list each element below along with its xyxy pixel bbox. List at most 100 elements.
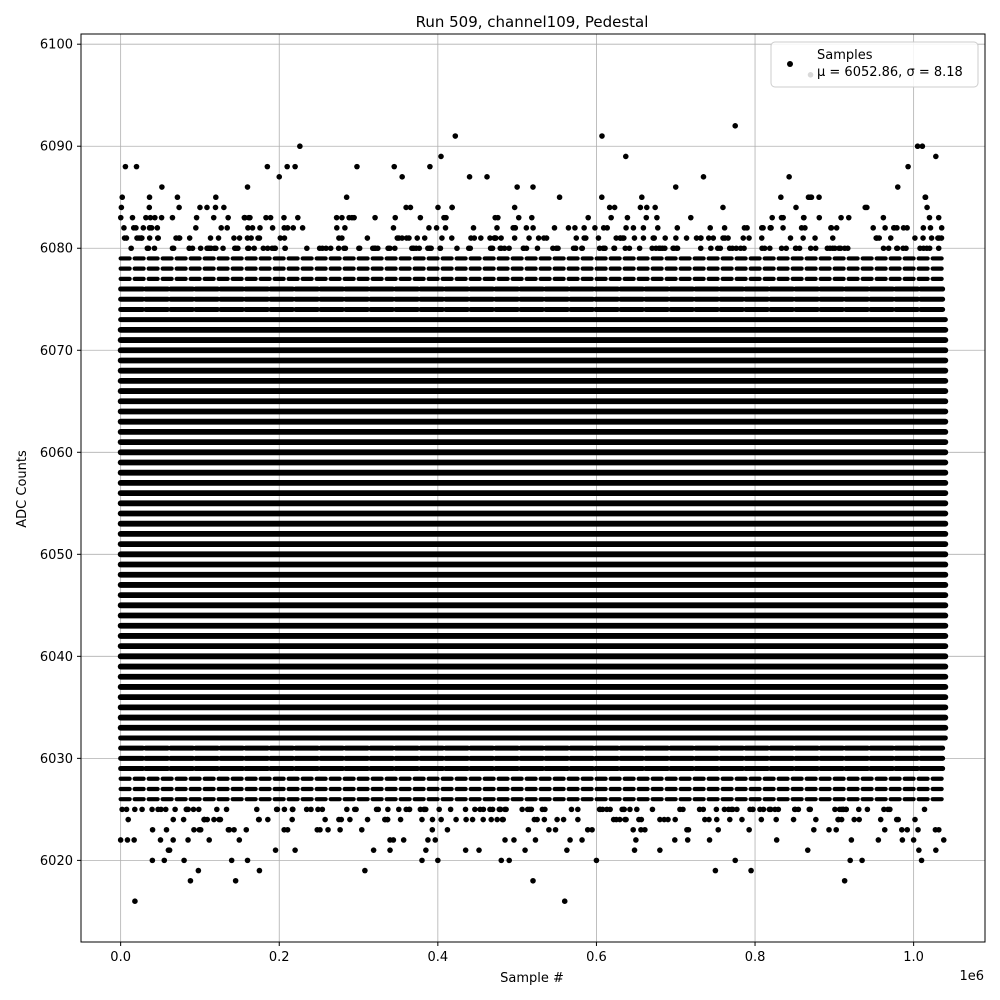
data-point	[235, 245, 241, 252]
data-point	[523, 225, 530, 231]
data-point	[829, 235, 836, 241]
data-point	[584, 826, 591, 833]
data-point	[760, 225, 766, 231]
data-point	[873, 235, 879, 241]
data-point	[748, 867, 754, 874]
data-point	[117, 837, 124, 843]
data-point	[543, 235, 550, 241]
data-point	[657, 847, 663, 853]
data-point	[583, 235, 589, 241]
data-point	[158, 806, 164, 813]
data-point	[631, 847, 638, 853]
data-point	[447, 806, 454, 813]
data-point	[551, 225, 558, 231]
data-point	[176, 235, 182, 241]
data-point	[599, 133, 605, 139]
data-point	[622, 816, 628, 823]
data-point	[304, 245, 310, 252]
legend-entry-stats: μ = 6052.86, σ = 8.18	[817, 65, 963, 80]
data-point	[211, 816, 217, 823]
data-point	[223, 806, 230, 813]
data-point	[263, 214, 269, 221]
data-point	[936, 235, 942, 241]
data-point	[128, 245, 134, 252]
data-point	[693, 235, 700, 241]
data-point	[149, 826, 156, 833]
data-point	[801, 214, 807, 221]
data-point	[928, 235, 935, 241]
data-point	[174, 194, 181, 201]
data-point	[244, 857, 251, 864]
data-point	[746, 826, 752, 833]
data-point	[201, 816, 208, 823]
data-point	[462, 806, 469, 813]
data-point	[358, 826, 365, 833]
data-point	[197, 826, 204, 833]
data-point	[244, 184, 251, 190]
data-point	[342, 245, 349, 252]
data-point	[207, 235, 214, 241]
data-point	[129, 214, 136, 221]
data-point	[572, 245, 579, 252]
data-point	[284, 163, 290, 170]
data-point	[734, 806, 740, 813]
data-point	[652, 204, 658, 211]
data-point	[429, 816, 436, 823]
data-point	[790, 816, 797, 823]
data-point	[713, 806, 720, 813]
data-point	[206, 245, 213, 252]
data-point	[333, 214, 340, 221]
data-point	[429, 826, 436, 833]
data-point	[837, 245, 844, 252]
data-point	[567, 837, 573, 843]
data-point	[469, 816, 476, 823]
data-point	[706, 816, 712, 823]
data-point	[403, 235, 410, 241]
data-point	[624, 214, 631, 221]
data-point	[683, 235, 690, 241]
data-point	[912, 235, 918, 241]
data-point	[315, 806, 321, 813]
data-point	[933, 847, 939, 853]
data-point	[186, 235, 193, 241]
data-point	[918, 857, 925, 864]
data-point	[183, 806, 190, 813]
data-point	[264, 163, 271, 170]
data-point	[158, 214, 165, 221]
data-point	[717, 245, 724, 252]
data-point	[396, 806, 402, 813]
data-point	[611, 204, 618, 211]
data-point	[721, 225, 728, 231]
data-point	[322, 816, 328, 823]
data-point	[579, 245, 585, 252]
x-axis-label: Sample #	[500, 971, 564, 986]
data-point	[146, 235, 153, 241]
data-point	[189, 245, 196, 252]
data-point	[832, 806, 838, 813]
data-point	[515, 214, 522, 221]
data-point	[494, 816, 500, 823]
data-point	[292, 847, 298, 853]
data-point	[787, 235, 794, 241]
data-point	[132, 806, 138, 813]
data-point	[924, 204, 930, 211]
data-point	[308, 806, 314, 813]
data-point	[349, 214, 355, 221]
data-point	[893, 245, 900, 252]
data-point	[589, 826, 595, 833]
data-point	[750, 806, 756, 813]
data-point	[437, 245, 444, 252]
data-point	[506, 857, 513, 864]
data-point	[276, 174, 283, 180]
data-point	[684, 837, 691, 843]
data-point	[778, 214, 785, 221]
data-point	[572, 225, 578, 231]
data-point	[347, 816, 353, 823]
data-point	[407, 204, 414, 211]
data-point	[672, 184, 679, 190]
data-point	[406, 806, 412, 813]
data-point	[139, 806, 145, 813]
data-point	[213, 194, 219, 201]
data-point	[708, 245, 714, 252]
